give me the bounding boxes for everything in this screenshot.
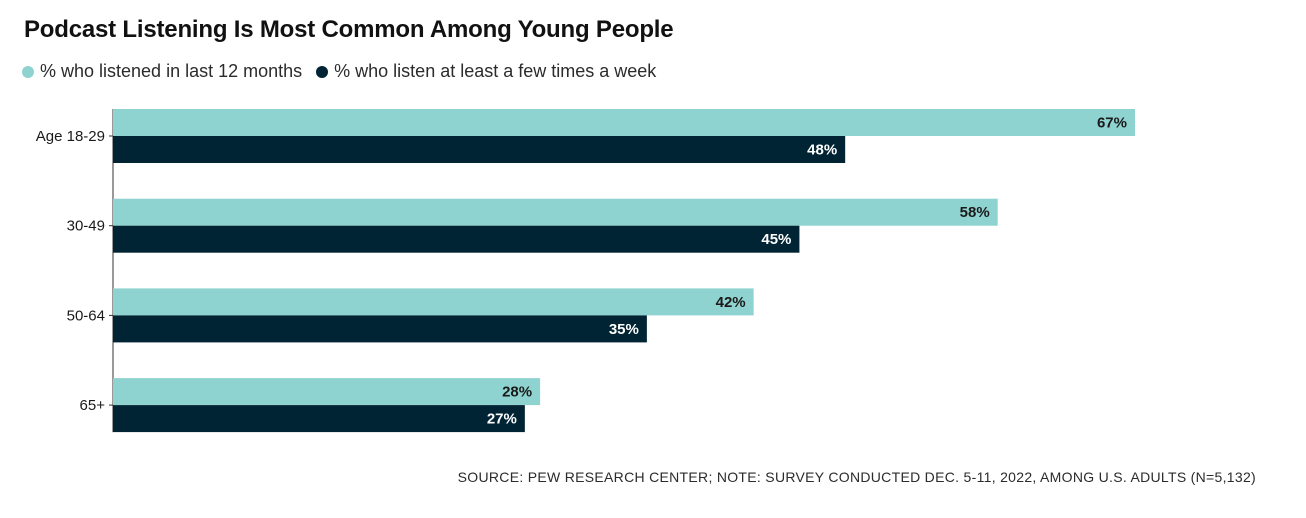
category-label: 65+ (80, 397, 106, 414)
data-label: 58% (960, 204, 990, 221)
data-label: 35% (609, 321, 639, 338)
bar-few-times-week (113, 225, 800, 253)
data-label: 67% (1097, 115, 1127, 132)
data-label: 45% (761, 231, 791, 248)
source-note: SOURCE: PEW RESEARCH CENTER; NOTE: SURVE… (457, 469, 1256, 485)
bar-few-times-week (113, 315, 647, 343)
category-label: Age 18-29 (36, 128, 105, 145)
legend-item-last-12-months: % who listened in last 12 months (22, 61, 302, 82)
data-label: 42% (716, 294, 746, 311)
bar-few-times-week (113, 136, 846, 163)
legend-label-last-12-months: % who listened in last 12 months (40, 61, 303, 81)
data-label: 28% (502, 384, 532, 401)
data-label: 27% (487, 411, 517, 428)
category-label: 30-49 (67, 218, 105, 235)
bar-last-12-months (113, 198, 998, 226)
legend-swatch-dark (316, 65, 329, 78)
data-label: 48% (807, 142, 837, 159)
legend-label-few-times-week: % who listen at least a few times a week (334, 61, 657, 81)
category-label: 50-64 (67, 307, 105, 324)
legend: % who listened in last 12 months % who l… (22, 61, 656, 82)
chart-title: Podcast Listening Is Most Common Among Y… (24, 16, 674, 43)
bar-last-12-months (113, 109, 1135, 136)
bar-few-times-week (113, 405, 525, 433)
legend-item-few-times-week: % who listen at least a few times a week (316, 61, 656, 82)
bar-last-12-months (113, 378, 541, 406)
legend-swatch-light (22, 65, 34, 78)
bar-last-12-months (113, 288, 754, 316)
